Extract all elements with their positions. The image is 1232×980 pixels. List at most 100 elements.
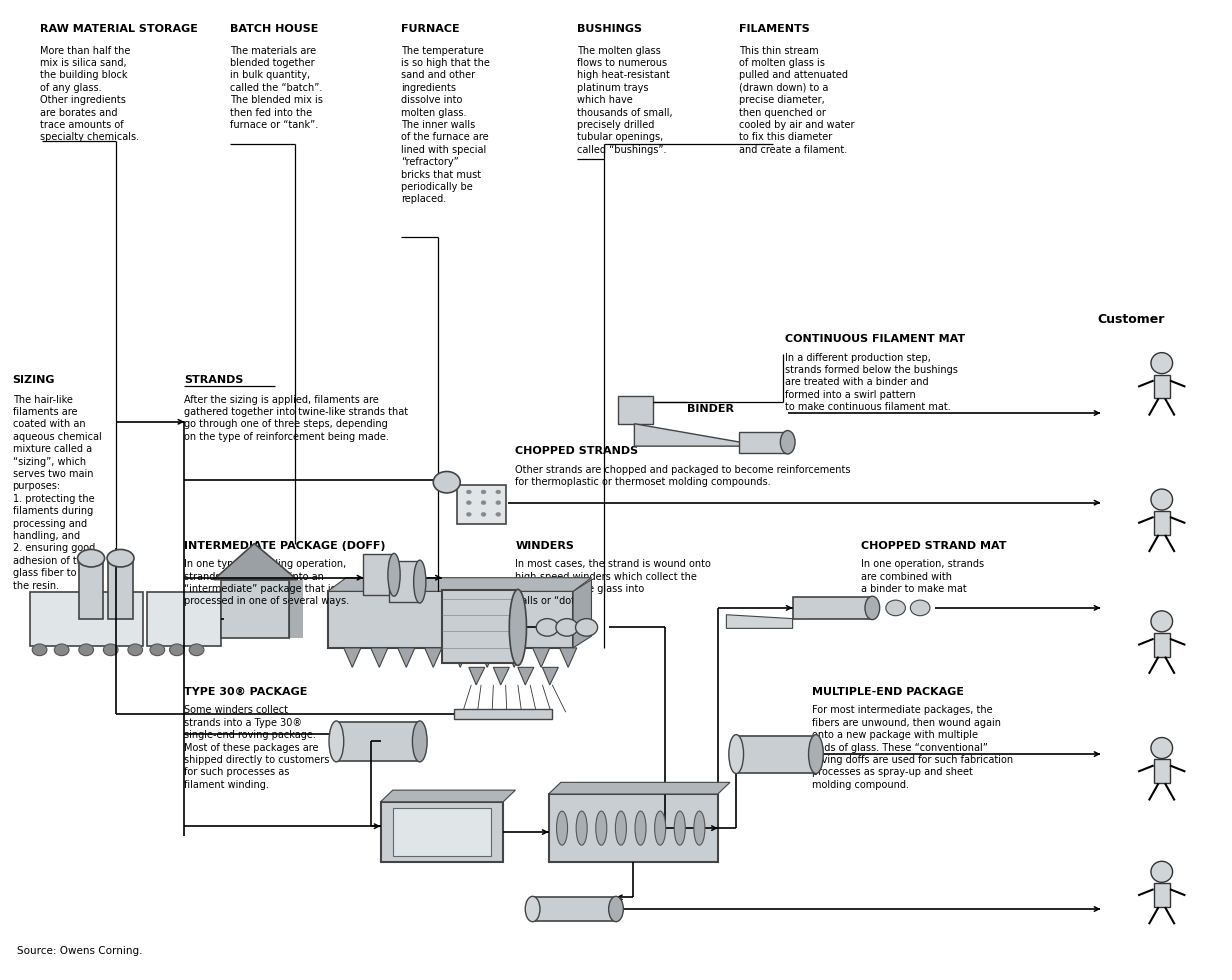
Ellipse shape [1151,738,1173,759]
Polygon shape [559,648,577,667]
Text: The molten glass
flows to numerous
high heat-resistant
platinum trays
which have: The molten glass flows to numerous high … [577,46,673,155]
Ellipse shape [79,644,94,656]
Ellipse shape [495,513,500,516]
Text: RAW MATERIAL STORAGE: RAW MATERIAL STORAGE [39,24,197,34]
Ellipse shape [910,600,930,615]
Bar [1153,374,1170,399]
Text: INTERMEDIATE PACKAGE (DOFF): INTERMEDIATE PACKAGE (DOFF) [185,541,386,551]
Ellipse shape [674,811,685,845]
Text: OVEN: OVEN [428,797,462,807]
Polygon shape [493,667,509,685]
Ellipse shape [467,513,472,516]
Polygon shape [505,648,522,667]
Ellipse shape [596,811,607,845]
Ellipse shape [634,811,646,845]
Bar [393,808,490,857]
Ellipse shape [577,811,588,845]
Ellipse shape [480,513,485,516]
Ellipse shape [32,644,47,656]
Bar [221,579,288,638]
Polygon shape [344,648,361,667]
Text: After the sizing is applied, filaments are
gathered together into twine-like str: After the sizing is applied, filaments a… [185,395,409,442]
Text: WINDERS: WINDERS [515,541,574,551]
Polygon shape [517,667,533,685]
Text: BATCH HOUSE: BATCH HOUSE [229,24,318,34]
Ellipse shape [694,811,705,845]
Polygon shape [573,579,591,648]
Text: In one operation, strands
are combined with
a binder to make mat: In one operation, strands are combined w… [861,560,984,594]
Ellipse shape [170,644,185,656]
Text: Customer: Customer [1098,313,1164,325]
Bar [1153,760,1170,783]
Ellipse shape [729,735,744,773]
Ellipse shape [190,644,205,656]
Bar [328,591,573,648]
Text: For most intermediate packages, the
fibers are unwound, then wound again
onto a : For most intermediate packages, the fibe… [812,706,1014,790]
Text: SIZING: SIZING [12,375,55,385]
Ellipse shape [150,644,165,656]
Polygon shape [479,648,495,667]
Ellipse shape [536,618,558,636]
Polygon shape [727,614,792,628]
Ellipse shape [495,501,500,505]
Text: In one type of winding operation,
strands are collected into an
“intermediate” p: In one type of winding operation, strand… [185,560,373,607]
Ellipse shape [525,897,540,921]
Polygon shape [634,423,763,446]
Bar [457,485,505,524]
Text: CREEL: CREEL [621,797,660,807]
Polygon shape [469,667,484,685]
Bar [1153,511,1170,535]
Text: CHOPPED STRANDS: CHOPPED STRANDS [515,446,638,456]
Bar [618,397,653,423]
Ellipse shape [509,589,526,665]
Bar [739,431,787,453]
Text: FILAMENTS: FILAMENTS [739,24,809,34]
Text: STRANDS: STRANDS [185,375,244,385]
Bar [532,898,616,920]
Bar [389,562,420,602]
Bar [548,794,718,862]
Ellipse shape [616,811,626,845]
Bar [737,736,816,772]
Text: Some winders collect
strands into a Type 30®
single-end roving package.
Most of : Some winders collect strands into a Type… [185,706,330,790]
Polygon shape [452,648,469,667]
Polygon shape [532,648,549,667]
Bar [455,710,552,719]
Text: The hair-like
filaments are
coated with an
aqueous chemical
mixture called a
“si: The hair-like filaments are coated with … [12,395,101,591]
Ellipse shape [557,811,568,845]
Polygon shape [328,577,591,591]
Ellipse shape [495,490,500,494]
Text: CHOPPED STRAND MAT: CHOPPED STRAND MAT [861,541,1007,551]
Ellipse shape [413,721,428,761]
Ellipse shape [414,561,426,603]
Bar [363,555,394,595]
Polygon shape [425,648,442,667]
Ellipse shape [780,430,795,454]
Text: MULTIPLE-END PACKAGE: MULTIPLE-END PACKAGE [812,687,965,697]
Text: CONTINUOUS FILAMENT MAT: CONTINUOUS FILAMENT MAT [785,334,966,344]
Ellipse shape [128,644,143,656]
Ellipse shape [107,550,134,567]
Text: Source: Owens Corning.: Source: Owens Corning. [17,946,143,955]
Polygon shape [371,648,388,667]
Ellipse shape [865,596,880,619]
Text: BUSHINGS: BUSHINGS [577,24,642,34]
Text: In a different production step,
strands formed below the bushings
are treated wi: In a different production step, strands … [785,353,958,413]
Ellipse shape [103,644,118,656]
Text: The temperature
is so high that the
sand and other
ingredients
dissolve into
mol: The temperature is so high that the sand… [402,46,490,205]
Ellipse shape [1151,489,1173,510]
Text: More than half the
mix is silica sand,
the building block
of any glass.
Other in: More than half the mix is silica sand, t… [39,46,139,142]
Bar [792,597,872,618]
Ellipse shape [1151,861,1173,882]
Ellipse shape [1151,353,1173,373]
Text: The materials are
blended together
in bulk quantity,
called the “batch”.
The ble: The materials are blended together in bu… [229,46,323,130]
Polygon shape [213,544,297,579]
Ellipse shape [575,618,598,636]
Polygon shape [381,790,515,802]
Bar [1153,633,1170,657]
Bar [79,561,103,618]
Ellipse shape [329,721,344,761]
Ellipse shape [886,600,906,615]
Ellipse shape [1151,611,1173,632]
Text: Other strands are chopped and packaged to become reinforcements
for thermoplasti: Other strands are chopped and packaged t… [515,465,851,487]
